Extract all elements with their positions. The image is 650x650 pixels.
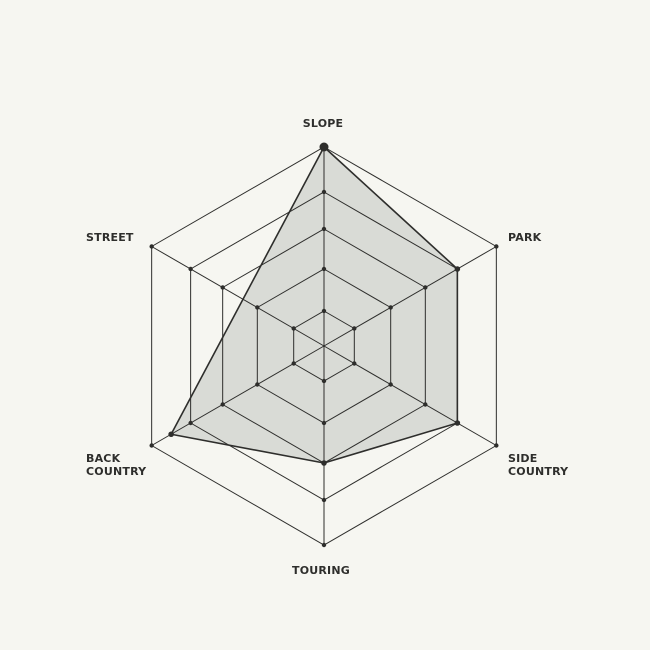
grid-dot — [321, 378, 327, 384]
grid-dot — [388, 305, 393, 310]
axis-label-line: BACK — [86, 452, 121, 465]
grid-dot — [149, 443, 154, 448]
data-outline — [170, 146, 459, 464]
grid-dot — [423, 402, 428, 407]
grid-dot — [321, 226, 327, 232]
axis-label-line: SIDE — [508, 452, 537, 465]
grid-dot — [321, 497, 327, 503]
grid-dot — [291, 361, 296, 366]
data-point — [168, 431, 174, 438]
grid-dot — [352, 326, 357, 331]
grid-dot — [321, 308, 327, 314]
grid-dot — [321, 266, 327, 272]
grid-dot — [149, 244, 154, 249]
data-point — [321, 460, 327, 466]
grid-dot — [220, 285, 225, 290]
axis-label-line: COUNTRY — [508, 465, 569, 478]
grid-dot — [255, 305, 260, 310]
grid-dot — [220, 402, 225, 407]
grid-dot — [321, 542, 327, 548]
grid-dot — [423, 285, 428, 290]
grid-dot — [321, 420, 327, 426]
grid-dot — [494, 443, 499, 448]
data-point — [454, 420, 461, 426]
grid-dot — [188, 266, 193, 272]
axis-label: SIDE COUNTRY — [508, 452, 569, 478]
grid-dot — [255, 382, 260, 387]
grid-dot — [388, 382, 393, 387]
axis-label: PARK — [508, 231, 542, 244]
axis-label: STREET — [86, 231, 134, 244]
data-area — [171, 147, 458, 463]
grid-dot — [494, 244, 499, 249]
axis-label-line: TOURING — [292, 564, 350, 577]
axis-label: TOURING — [292, 564, 350, 577]
grid-dot — [188, 420, 193, 426]
grid-dot — [291, 326, 296, 331]
axis-label: SLOPE — [303, 117, 343, 130]
grid-dot — [352, 361, 357, 366]
axis-label-line: COUNTRY — [86, 465, 147, 478]
axis-label: BACK COUNTRY — [86, 452, 147, 478]
data-point — [319, 142, 329, 152]
grid-dot — [321, 189, 327, 195]
axis-label-line: PARK — [508, 231, 542, 244]
data-point — [454, 266, 461, 272]
axis-label-line: STREET — [86, 231, 134, 244]
axis-label-line: SLOPE — [303, 117, 343, 130]
